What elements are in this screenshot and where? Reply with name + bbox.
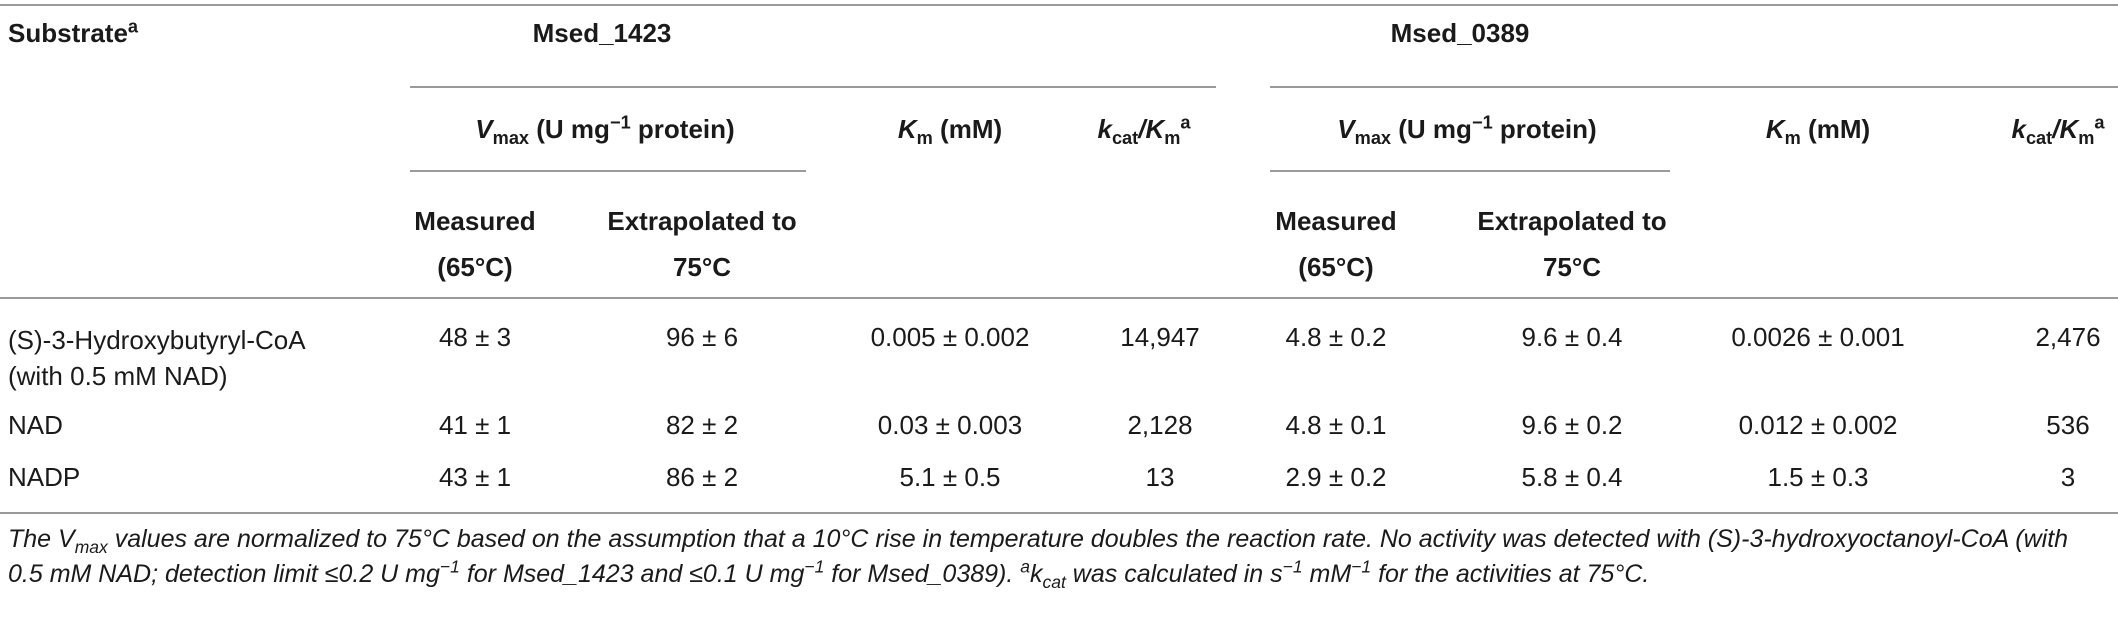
top-rule (0, 4, 2118, 6)
row-2-m1-extrapolated: 82 ± 2 (665, 410, 739, 440)
header-km-2: Km (mM) (1765, 114, 1871, 149)
header-vmax-1: Vmax (U mg−1 protein) (475, 112, 735, 149)
row-2-m2-kcat: 536 (2046, 410, 2090, 440)
header-kcat-1: kcat/Kma (1097, 112, 1191, 149)
row-3-substrate: NADP (8, 462, 81, 492)
row-2-m2-km: 0.012 ± 0.002 (1738, 410, 1898, 440)
row-3-m2-measured: 2.9 ± 0.2 (1285, 462, 1387, 492)
row-2-m1-km: 0.03 ± 0.003 (877, 410, 1023, 440)
row-3-m2-kcat: 3 (2060, 462, 2076, 492)
header-rule (0, 297, 2118, 299)
header-substrate: Substratea (8, 16, 139, 48)
row-1-m1-measured: 48 ± 3 (438, 322, 512, 352)
row-1-m2-extrapolated: 9.6 ± 0.4 (1521, 322, 1623, 352)
header-group-msed1423: Msed_1423 (532, 18, 672, 48)
row-1-substrate: (S)-3-Hydroxybutyryl-CoA (with 0.5 mM NAD… (8, 325, 306, 391)
header-vmax-2: Vmax (U mg−1 protein) (1337, 112, 1597, 149)
header-group-msed0389: Msed_0389 (1390, 18, 1530, 48)
table-footnote: The Vmax values are normalized to 75°C b… (8, 525, 2069, 592)
row-2-m2-measured: 4.8 ± 0.1 (1285, 410, 1387, 440)
bottom-rule (0, 512, 2118, 514)
row-3-m1-extrapolated: 86 ± 2 (665, 462, 739, 492)
vmax1-rule (410, 170, 806, 172)
row-1-m2-kcat: 2,476 (2035, 322, 2101, 352)
row-2-m1-measured: 41 ± 1 (438, 410, 512, 440)
row-1-m1-extrapolated: 96 ± 6 (665, 322, 739, 352)
group1-rule (410, 86, 1216, 88)
header-kcat-2: kcat/Kma (2011, 112, 2105, 149)
header-extrapolated-2: Extrapolated to 75°C (1477, 206, 1667, 282)
row-2-m1-kcat: 2,128 (1127, 410, 1193, 440)
row-3-m1-km: 5.1 ± 0.5 (899, 462, 1001, 492)
row-3-m2-extrapolated: 5.8 ± 0.4 (1521, 462, 1623, 492)
header-km-1: Km (mM) (897, 114, 1003, 149)
row-2-m2-extrapolated: 9.6 ± 0.2 (1521, 410, 1623, 440)
row-1-m1-kcat: 14,947 (1120, 322, 1200, 352)
row-2-substrate: NAD (8, 410, 63, 440)
group2-rule (1270, 86, 2118, 88)
vmax2-rule (1270, 170, 1670, 172)
header-measured-1: Measured (65°C) (414, 206, 536, 282)
header-extrapolated-1: Extrapolated to 75°C (607, 206, 797, 282)
row-3-m1-measured: 43 ± 1 (438, 462, 512, 492)
row-3-m2-km: 1.5 ± 0.3 (1767, 462, 1869, 492)
row-1-m1-km: 0.005 ± 0.002 (870, 322, 1030, 352)
row-3-m1-kcat: 13 (1145, 462, 1175, 492)
header-measured-2: Measured (65°C) (1275, 206, 1397, 282)
row-1-m2-km: 0.0026 ± 0.001 (1731, 322, 1905, 352)
row-1-m2-measured: 4.8 ± 0.2 (1285, 322, 1387, 352)
